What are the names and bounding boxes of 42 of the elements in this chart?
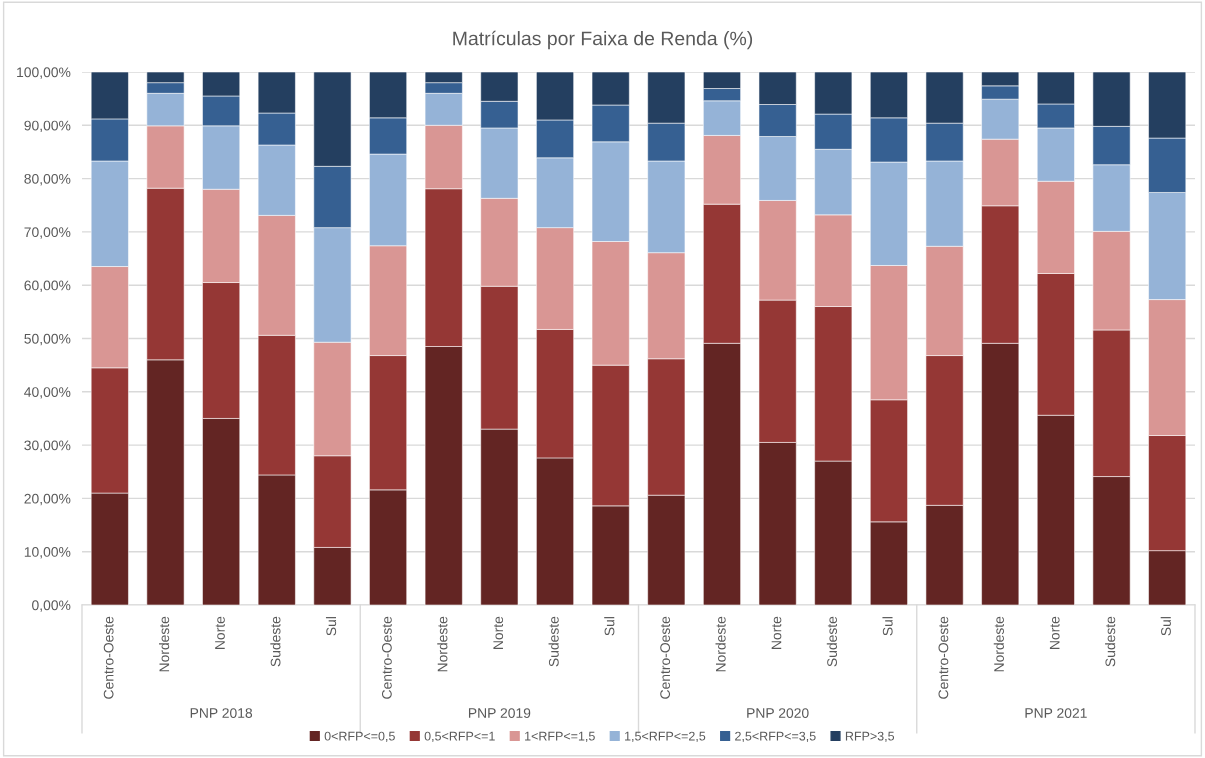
x-tick-label: Norte xyxy=(493,616,504,649)
y-tick-label: 60,00% xyxy=(24,280,71,293)
x-tick-label: Sul xyxy=(1160,617,1171,636)
y-tick-label: 10,00% xyxy=(24,547,71,559)
text: PNP 2019 xyxy=(468,708,531,718)
y-tick-label: 0,00% xyxy=(32,600,71,612)
legend-label: 2,5<RFP<=3,5 xyxy=(735,731,816,743)
legend-label: 1<RFP<=1,5 xyxy=(525,731,595,743)
y-tick-label: 20,00% xyxy=(24,493,71,506)
x-tick-label: Norte xyxy=(771,616,782,649)
y-tick-label: 90,00% xyxy=(24,120,71,133)
y-tick-label: 70,00% xyxy=(24,227,71,239)
y-tick-label: 40,00% xyxy=(24,387,71,399)
x-tick-label: Norte xyxy=(215,616,225,649)
chart-title: Matrículas por Faixa de Renda (%) xyxy=(453,30,753,50)
x-tick-label: Sudeste xyxy=(270,616,281,667)
x-tick-label: Centro-Oeste xyxy=(938,616,949,699)
text: PNP 2018 xyxy=(190,708,253,718)
y-tick-label: 100,00% xyxy=(17,67,71,79)
x-tick-label: Centro-Oeste xyxy=(660,616,671,699)
y-tick-label: 30,00% xyxy=(24,440,71,452)
x-tick-label: Norte xyxy=(1049,616,1060,649)
legend-label: 1,5<RFP<=2,5 xyxy=(625,731,706,743)
x-tick-label: Sudeste xyxy=(548,616,559,667)
y-tick-label: 80,00% xyxy=(24,173,71,186)
y-tick-label: 50,00% xyxy=(24,333,71,346)
x-tick-label: Sul xyxy=(882,617,893,636)
x-tick-label: Sul xyxy=(604,617,615,636)
legend-label: 0<RFP<=0,5 xyxy=(324,731,395,743)
x-tick-label: Sudeste xyxy=(1105,616,1116,667)
x-tick-label: Sudeste xyxy=(826,616,837,667)
x-tick-label: Sul xyxy=(325,617,337,636)
legend-label: RFP>3,5 xyxy=(845,731,895,743)
text: PNP 2020 xyxy=(747,708,809,718)
x-tick-label: Centro-Oeste xyxy=(381,616,392,699)
x-tick-label: Centro-Oeste xyxy=(103,616,114,699)
x-tick-label: Nordeste xyxy=(715,616,726,672)
x-tick-label: Nordeste xyxy=(159,616,170,672)
x-tick-label: Nordeste xyxy=(437,616,448,672)
text: PNP 2021 xyxy=(1025,708,1087,718)
x-tick-label: Nordeste xyxy=(993,616,1004,672)
legend-label: 0,5<RFP<=1 xyxy=(424,731,495,743)
